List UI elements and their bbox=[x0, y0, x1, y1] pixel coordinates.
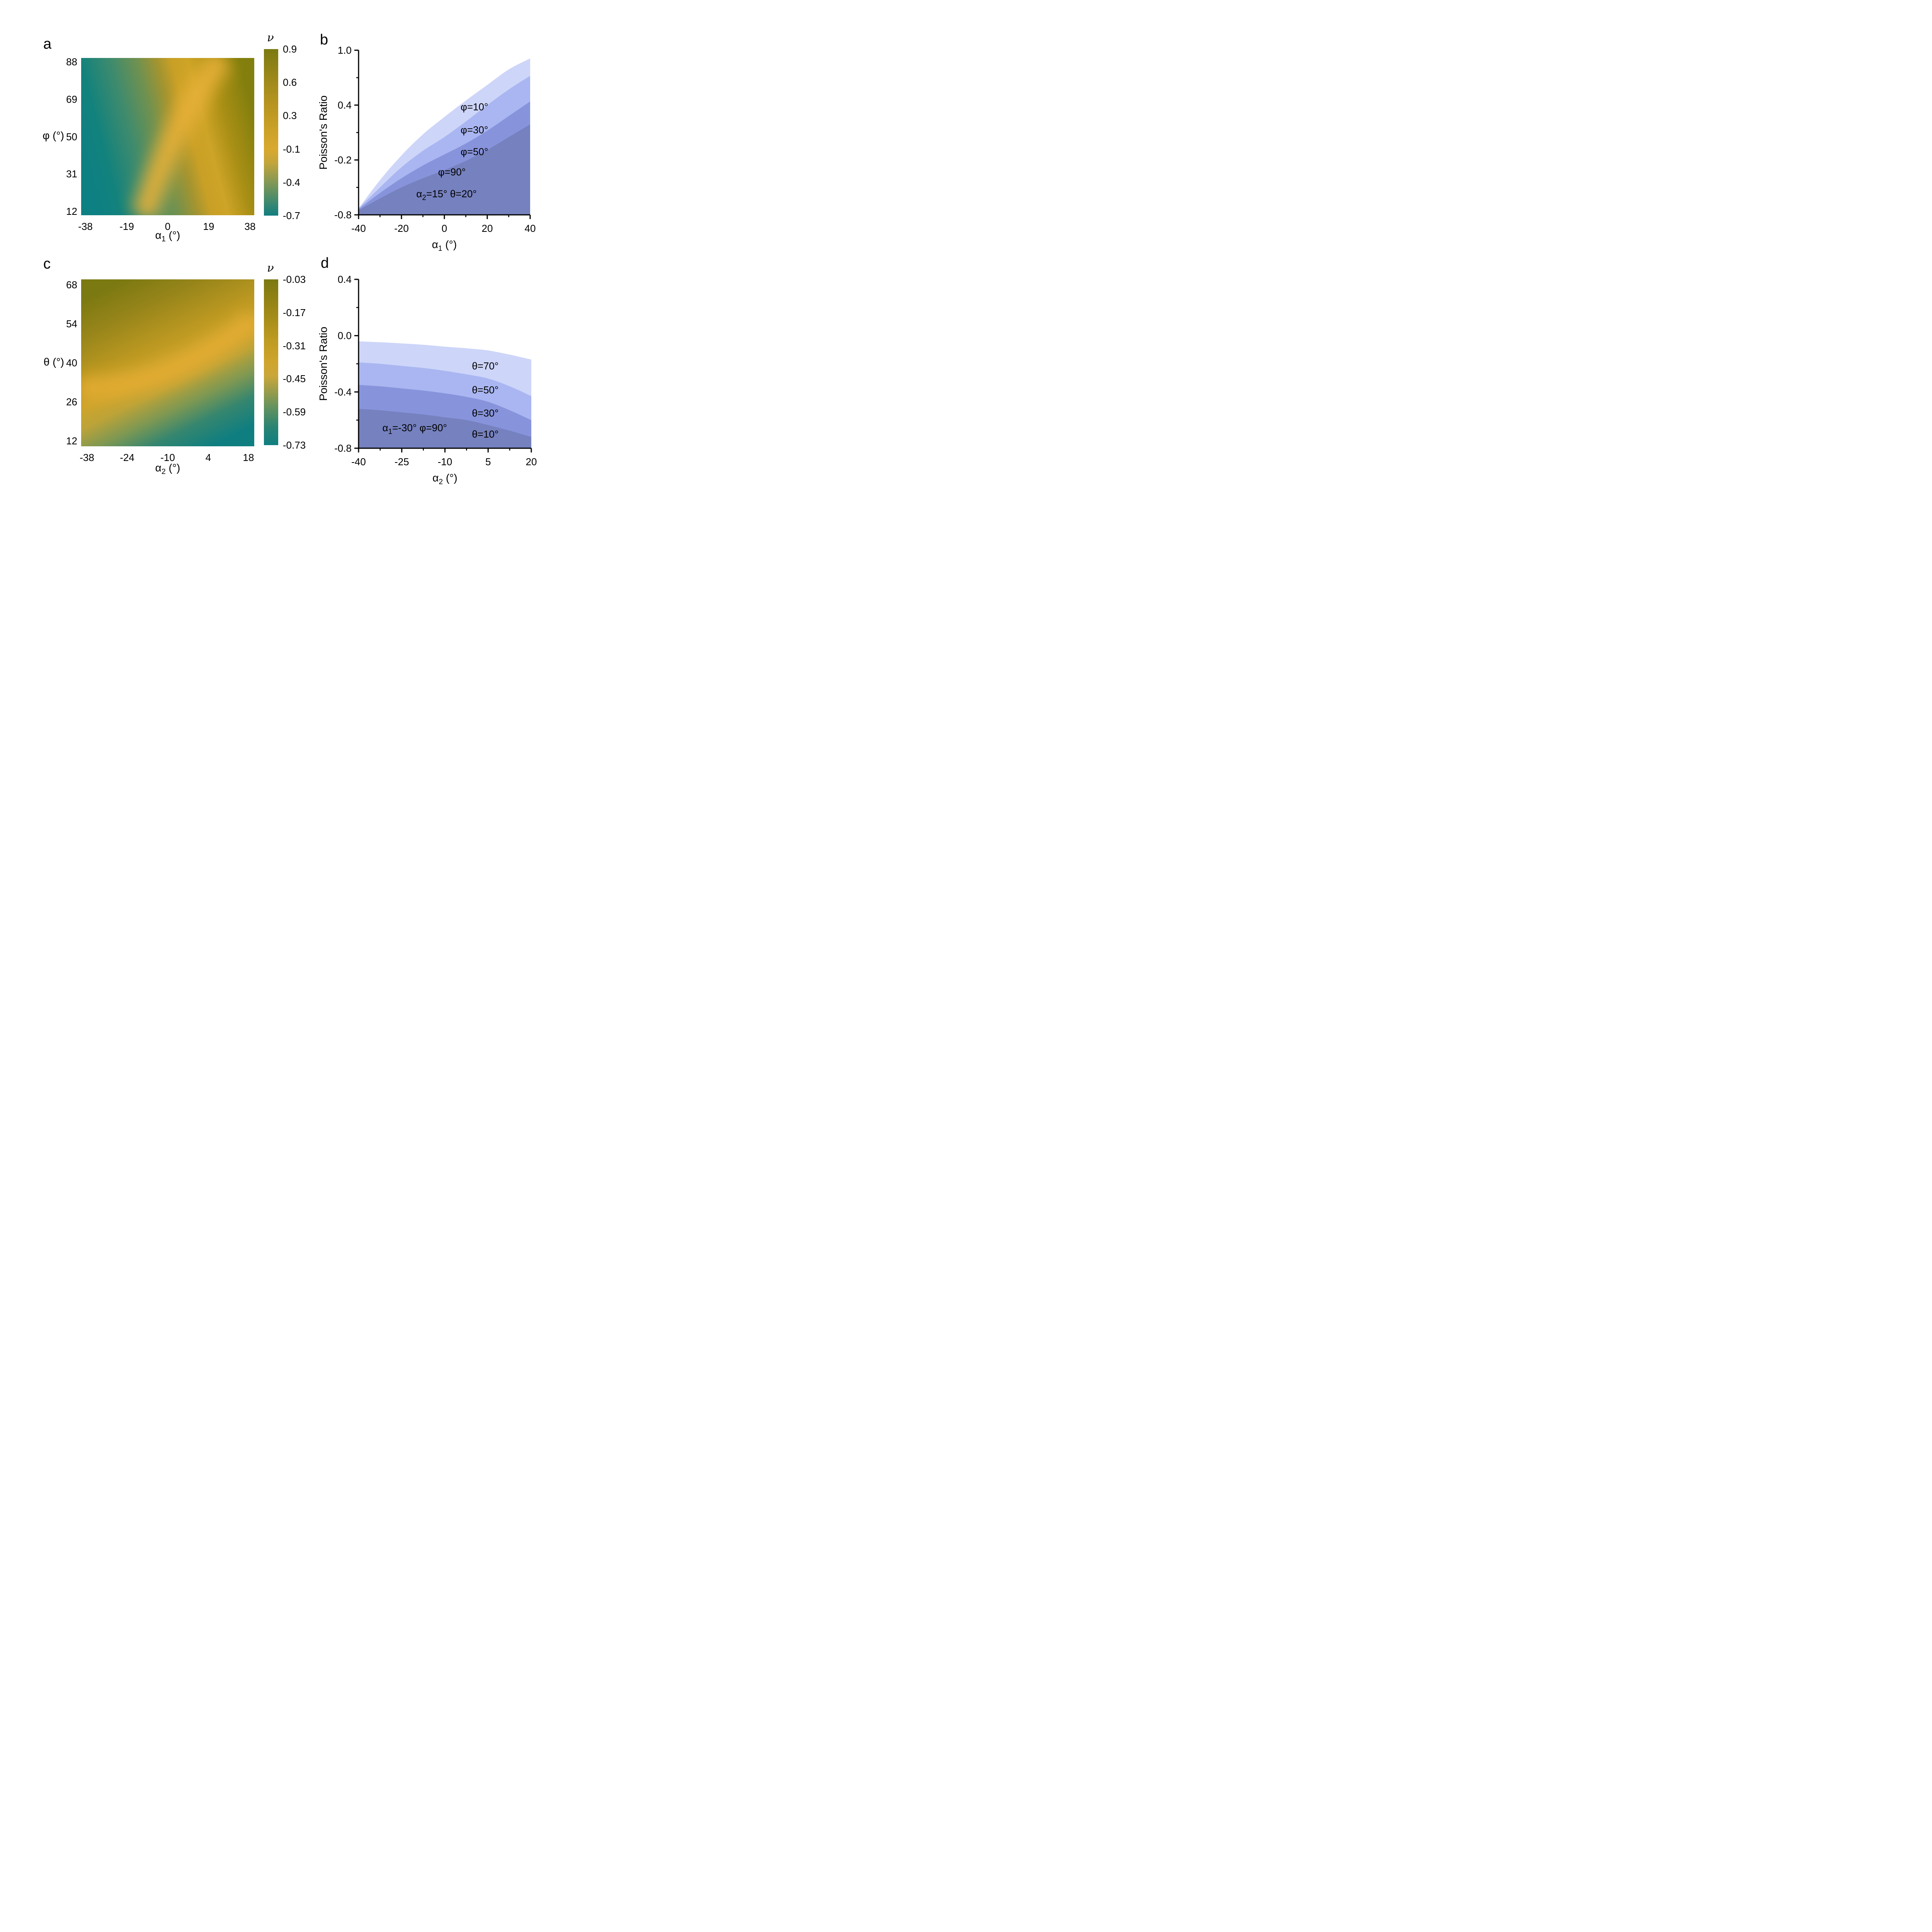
chart-b-y-tick-label: 0.4 bbox=[338, 99, 352, 111]
chart-d-y-tick-label: 0.4 bbox=[338, 274, 352, 285]
chart-b-y-tick-label: -0.8 bbox=[334, 209, 352, 221]
chart-d-series-label-2: θ=30° bbox=[472, 407, 498, 419]
colorbar-a-tick: 0.9 bbox=[283, 43, 297, 55]
colorbar-a-tick: -0.1 bbox=[283, 143, 300, 155]
colorbar-a-title: ν bbox=[267, 31, 274, 44]
chart-d-x-tick-label: 5 bbox=[485, 456, 491, 468]
chart-b-xlabel: α1 (°) bbox=[432, 238, 457, 253]
colorbar-c-tick: -0.59 bbox=[283, 406, 306, 418]
colorbar-a-tick: 0.3 bbox=[283, 110, 297, 121]
heatmap-c-xlabel: α2 (°) bbox=[155, 462, 180, 476]
chart-b-series-label-1: φ=30° bbox=[461, 124, 488, 136]
chart-b-area-3 bbox=[359, 124, 530, 215]
colorbar-a-tick: -0.7 bbox=[283, 210, 300, 221]
heatmap-a-xlabel: α1 (°) bbox=[155, 229, 180, 243]
chart-b-series-label-0: φ=10° bbox=[461, 101, 488, 113]
panel-c-letter: c bbox=[43, 256, 51, 272]
chart-b-y-tick-label: 1.0 bbox=[338, 44, 352, 56]
chart-d-series-label-3: θ=10° bbox=[472, 429, 498, 440]
colorbar-a-tick: 0.6 bbox=[283, 77, 297, 88]
colorbar-c-title: ν bbox=[267, 261, 274, 274]
heatmap-c-ridge bbox=[81, 313, 254, 397]
heatmap-c-y-tick: 40 bbox=[66, 357, 77, 369]
chart-b-x-tick-label: 40 bbox=[525, 223, 536, 234]
chart-d-y-tick-label: -0.4 bbox=[334, 386, 352, 398]
heatmap-c-x-tick: -24 bbox=[120, 452, 134, 463]
heatmap-c-y-tick: 68 bbox=[66, 279, 77, 291]
chart-d-area-3 bbox=[359, 409, 531, 448]
colorbar-c-tick: -0.03 bbox=[283, 274, 306, 285]
panel-d-letter: d bbox=[321, 255, 329, 271]
chart-d-annotation: α1=-30° φ=90° bbox=[383, 422, 447, 436]
chart-b-x-tick-label: 20 bbox=[482, 223, 493, 234]
heatmap-a-x-tick: -19 bbox=[119, 221, 134, 232]
chart-b-series-label-2: φ=50° bbox=[461, 146, 488, 158]
chart-d-ylabel: Poisson's Ratio bbox=[317, 327, 329, 401]
heatmap-a-x-tick: -38 bbox=[78, 221, 93, 232]
heatmap-a-x-tick: 19 bbox=[203, 221, 214, 232]
heatmap-a-ridge bbox=[136, 58, 228, 215]
colorbar-c-gradient bbox=[264, 279, 278, 445]
chart-b-x-tick-label: 0 bbox=[442, 223, 447, 234]
heatmap-c-ylabel: θ (°) bbox=[43, 356, 64, 368]
chart-d-xlabel: α2 (°) bbox=[432, 472, 457, 486]
heatmap-c-y-tick: 26 bbox=[66, 396, 77, 408]
heatmap-a-y-tick: 88 bbox=[66, 56, 77, 68]
heatmap-c-y-tick: 12 bbox=[66, 435, 77, 447]
panel-a-letter: a bbox=[43, 36, 52, 52]
colorbar-c bbox=[264, 279, 278, 445]
chart-b-ylabel: Poisson's Ratio bbox=[317, 95, 329, 170]
heatmap-c-x-tick: 18 bbox=[243, 452, 254, 463]
colorbar-a-gradient bbox=[264, 49, 278, 216]
heatmap-a-y-tick: 12 bbox=[66, 206, 77, 217]
colorbar-c-tick: -0.45 bbox=[283, 373, 306, 384]
chart-d-y-tick-label: -0.8 bbox=[334, 442, 352, 454]
chart-d-y-tick-label: 0.0 bbox=[338, 330, 352, 342]
chart-d-x-tick-label: 20 bbox=[526, 456, 537, 468]
heatmap-a-ylabel: φ (°) bbox=[43, 129, 64, 141]
chart-d-x-tick-label: -25 bbox=[395, 456, 409, 468]
colorbar-c-tick: -0.31 bbox=[283, 340, 306, 352]
chart-b-x-tick-label: -20 bbox=[394, 223, 409, 234]
chart-b-annotation: α2=15° θ=20° bbox=[416, 188, 476, 202]
heatmap-c-y-tick: 54 bbox=[66, 318, 77, 330]
heatmap-a-x-tick: 0 bbox=[165, 221, 171, 232]
chart-b-y-tick-label: -0.2 bbox=[334, 154, 352, 166]
heatmap-a-y-tick: 50 bbox=[66, 131, 77, 143]
heatmap-a-canvas bbox=[81, 58, 254, 215]
chart-b-series-label-3: φ=90° bbox=[438, 166, 466, 178]
chart-b-x-tick-label: -40 bbox=[351, 223, 366, 234]
panel-b-letter: b bbox=[320, 32, 328, 48]
heatmap-c-canvas bbox=[81, 279, 254, 446]
heatmap-c-x-tick: -10 bbox=[160, 452, 175, 463]
heatmap-a-y-tick: 31 bbox=[66, 168, 77, 180]
heatmap-a-x-tick: 38 bbox=[244, 221, 256, 232]
colorbar-c-tick: -0.17 bbox=[283, 307, 306, 318]
chart-d-x-tick-label: -40 bbox=[351, 456, 366, 468]
colorbar-a bbox=[264, 49, 278, 216]
figure-root: a b c d bbox=[0, 0, 565, 499]
colorbar-a-tick: -0.4 bbox=[283, 177, 300, 188]
chart-d: -40 -25 -10 5 20 0.4 0.0 -0.4 -0.8 θ=70° θ=50° θ=30… bbox=[317, 274, 537, 486]
chart-d-x-tick-label: -10 bbox=[438, 456, 452, 468]
heatmap-c-x-tick: 4 bbox=[205, 452, 211, 463]
chart-d-series-label-1: θ=50° bbox=[472, 384, 498, 396]
chart-b: -40 -20 0 20 40 1.0 0.4 -0.2 -0.8 φ=10° φ=30° φ=50°… bbox=[317, 44, 536, 253]
heatmap-a-y-tick: 69 bbox=[66, 94, 77, 105]
colorbar-c-tick: -0.73 bbox=[283, 439, 306, 451]
chart-d-series-label-0: θ=70° bbox=[472, 360, 498, 372]
heatmap-c-x-tick: -38 bbox=[80, 452, 94, 463]
